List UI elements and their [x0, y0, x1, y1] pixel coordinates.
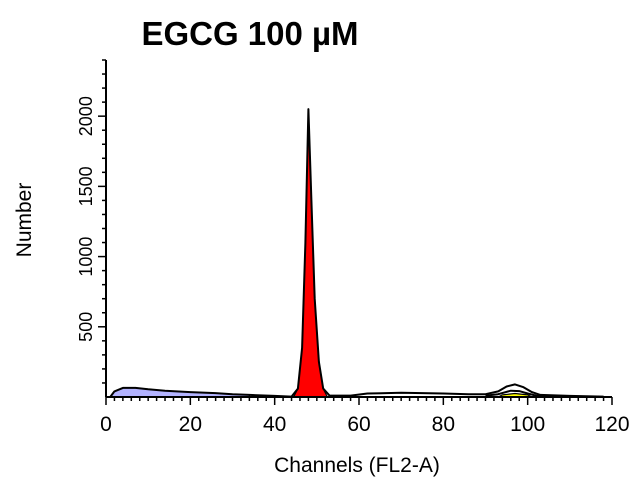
x-tick-label: 60	[347, 413, 370, 436]
x-tick-label: 80	[432, 413, 455, 436]
y-tick-label: 500	[76, 312, 96, 342]
series-line-3	[109, 108, 604, 398]
chart-title: EGCG 100 µM	[141, 15, 358, 52]
x-tick-label: 40	[263, 413, 286, 436]
y-tick-label: 2000	[76, 96, 96, 136]
y-tick-label: 1500	[76, 166, 96, 206]
x-tick-label: 0	[100, 413, 112, 436]
y-tick-label: 1000	[76, 237, 96, 277]
y-axis-label: Number	[13, 183, 36, 258]
x-axis-label: Channels (FL2-A)	[274, 454, 440, 477]
x-tick-label: 100	[510, 413, 545, 436]
axes: 0 20 40 60 80 100 120 500 1000 1500 2000	[76, 59, 630, 436]
x-tick-label: 20	[179, 413, 202, 436]
x-tick-label: 120	[594, 413, 629, 436]
plot-area	[109, 108, 604, 398]
series-line-4	[485, 389, 549, 398]
